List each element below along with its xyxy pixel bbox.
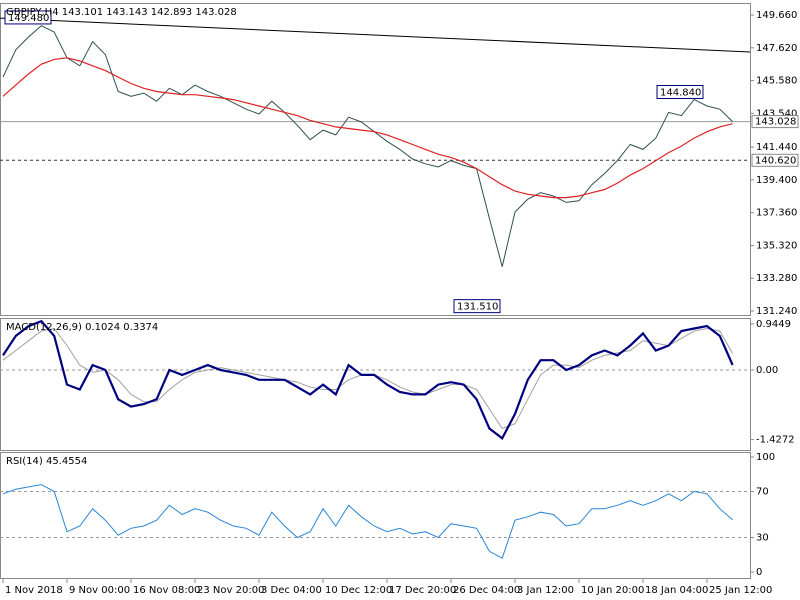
annotation: 144.840 bbox=[660, 87, 701, 98]
panel-title: MACD(12,26,9) 0.1024 0.3374 bbox=[6, 322, 158, 333]
y-tick-label: 0 bbox=[756, 567, 762, 578]
annotation: 149.480 bbox=[8, 13, 49, 24]
annotation-box bbox=[453, 299, 501, 314]
panel-title: GBPJPY,H4 143.101 143.143 142.893 143.02… bbox=[6, 7, 237, 18]
panel-frame bbox=[0, 452, 751, 579]
y-tick-label: 0.9449 bbox=[756, 319, 791, 330]
panel-frame bbox=[0, 3, 751, 316]
x-tick-label: 3 Jan 12:00 bbox=[517, 585, 574, 596]
y-tick-label: 147.620 bbox=[756, 43, 797, 54]
x-tick-label: 9 Nov 00:00 bbox=[69, 585, 130, 596]
x-tick-label: 1 Nov 2018 bbox=[5, 585, 63, 596]
level-label: 143.028 bbox=[755, 117, 796, 128]
y-tick-label: 135.320 bbox=[756, 240, 797, 251]
annotation-box bbox=[656, 84, 704, 99]
level-label-box bbox=[751, 153, 799, 167]
x-tick-label: 10 Dec 12:00 bbox=[325, 585, 392, 596]
y-tick-label: 141.440 bbox=[756, 142, 797, 153]
annotation-box bbox=[4, 10, 52, 25]
y-tick-label: 137.360 bbox=[756, 208, 797, 219]
trendline bbox=[0, 17, 751, 53]
macd-line bbox=[2, 319, 734, 440]
y-tick-label: 131.240 bbox=[756, 306, 797, 317]
level-label-box bbox=[751, 115, 799, 129]
y-tick-label: 139.400 bbox=[756, 175, 797, 186]
rsi-line bbox=[2, 484, 733, 559]
level-label: 140.620 bbox=[755, 155, 796, 166]
x-tick-label: 23 Nov 20:00 bbox=[197, 585, 264, 596]
x-tick-label: 25 Jan 12:00 bbox=[709, 585, 772, 596]
price-line bbox=[2, 25, 733, 267]
annotation: 131.510 bbox=[457, 302, 498, 313]
y-tick-label: 70 bbox=[756, 486, 769, 497]
x-tick-label: 16 Nov 08:00 bbox=[133, 585, 200, 596]
y-tick-label: 133.280 bbox=[756, 273, 797, 284]
x-tick-label: 10 Jan 20:00 bbox=[581, 585, 644, 596]
panel-title: RSI(14) 45.4554 bbox=[6, 456, 87, 467]
moving-average bbox=[2, 57, 733, 199]
x-tick-label: 26 Dec 04:00 bbox=[453, 585, 520, 596]
y-tick-label: -1.4272 bbox=[756, 435, 795, 446]
panel-frame bbox=[0, 318, 751, 451]
x-tick-label: 17 Dec 20:00 bbox=[389, 585, 456, 596]
y-tick-label: 149.660 bbox=[756, 10, 797, 21]
y-tick-label: 100 bbox=[756, 452, 775, 463]
y-tick-label: 143.540 bbox=[756, 108, 797, 119]
y-tick-label: 145.580 bbox=[756, 76, 797, 87]
y-tick-label: 30 bbox=[756, 532, 769, 543]
x-tick-label: 3 Dec 04:00 bbox=[261, 585, 322, 596]
y-tick-label: 0.00 bbox=[756, 365, 778, 376]
x-tick-label: 18 Jan 04:00 bbox=[645, 585, 708, 596]
